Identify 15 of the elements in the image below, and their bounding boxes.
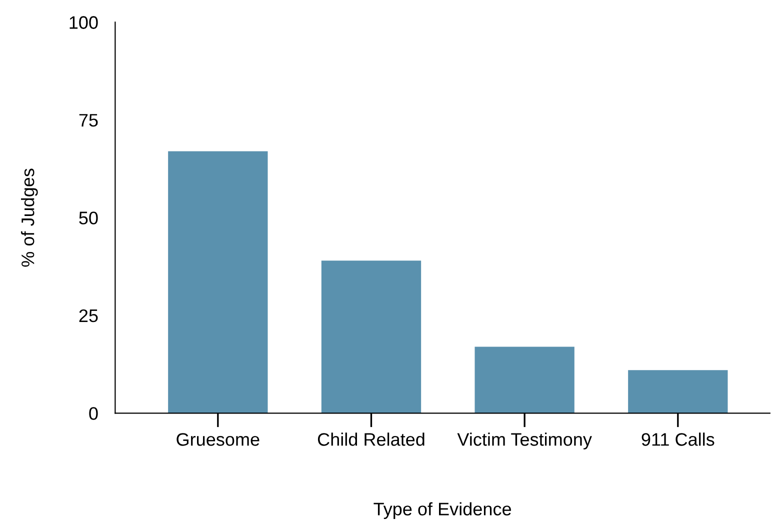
y-tick-label: 25 bbox=[79, 309, 98, 322]
bar bbox=[474, 346, 574, 414]
y-tick-label: 100 bbox=[70, 16, 98, 29]
y-tick-label: 0 bbox=[89, 407, 98, 420]
y-axis-title: % of Judges bbox=[21, 168, 38, 267]
bar bbox=[168, 151, 268, 414]
y-tick-label: 75 bbox=[79, 114, 98, 127]
x-axis-title: Type of Evidence bbox=[374, 502, 511, 520]
bar bbox=[628, 370, 728, 414]
x-tick-label: Gruesome bbox=[176, 433, 260, 446]
x-tick-label: 911 Calls bbox=[642, 432, 714, 446]
x-tick-label: Child Related bbox=[318, 432, 424, 446]
x-tick-label: Victim Testimony bbox=[457, 432, 592, 450]
bar bbox=[321, 260, 422, 414]
y-tick-label: 50 bbox=[79, 212, 98, 224]
